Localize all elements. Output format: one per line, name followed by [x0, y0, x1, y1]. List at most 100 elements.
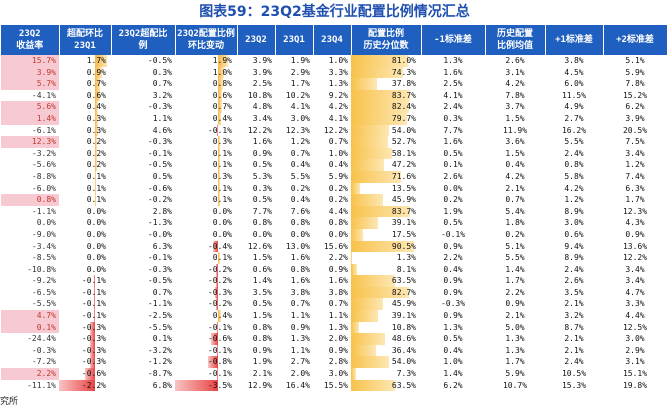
cell-value: 0.3%: [212, 137, 232, 147]
table-cell: 1.1%: [290, 345, 310, 355]
table-cell: 3.4%: [625, 276, 645, 286]
table-cell: 1.7%: [59, 55, 111, 67]
table-cell: 12.3%: [1, 136, 59, 148]
table-cell: 0.3%: [175, 136, 237, 148]
value-bar: [351, 194, 384, 206]
value-bar: [218, 170, 220, 183]
table-cell: 0.9%: [328, 264, 348, 274]
table-row: 5.7% 0.7% 0.7% 0.8% 2.5% 1.7% 1.3% 37.8% 2.5% 4.2…: [1, 78, 667, 90]
table-cell: 82.4%: [351, 101, 421, 113]
cell-value: 0.1%: [86, 171, 106, 181]
table-cell: 15.5%: [323, 380, 348, 390]
table-cell: 3.9%: [625, 113, 645, 123]
table-cell: 3.1%: [625, 357, 645, 367]
table-cell: 2.6%: [564, 276, 584, 286]
cell-value: -0.1%: [207, 125, 232, 135]
table-cell: -0.2%: [175, 298, 237, 311]
table-cell: 0.0%: [175, 206, 237, 218]
value-bar: [218, 55, 229, 67]
table-cell: 2.6%: [505, 56, 525, 65]
table-cell: 0.4%: [175, 310, 237, 322]
cell-value: -2.2%: [81, 380, 106, 390]
value-bar: [351, 368, 357, 380]
table-cell: 0.1%: [175, 159, 237, 171]
column-header: 超配环比23Q1: [59, 25, 112, 55]
cell-value: 17.5%: [391, 229, 416, 239]
value-bar: [95, 55, 108, 67]
table-cell: 12.3%: [622, 206, 648, 216]
value-bar: [218, 252, 220, 264]
table-cell: 7.8%: [505, 90, 525, 100]
table-cell: 10.7%: [502, 380, 528, 390]
value-bar: [59, 379, 96, 392]
table-cell: 7.5%: [625, 137, 645, 147]
table-cell: 1.0%: [328, 56, 348, 65]
table-cell: 0.5%: [252, 160, 272, 170]
value-bar: [95, 101, 99, 113]
value-bar: [351, 55, 408, 67]
table-cell: 1.4%: [252, 276, 272, 286]
table-cell: 3.2%: [564, 311, 584, 321]
table-cell: 7.8%: [625, 79, 645, 89]
table-cell: 0.9%: [252, 345, 272, 355]
value-bar: [90, 356, 96, 369]
value-bar: [218, 310, 221, 322]
table-row: 3.9% 0.9% 0.3% 1.0% 3.9% 2.9% 3.3% 74.3% 1.6% 3.1…: [1, 66, 667, 79]
table-cell: 2.7%: [290, 357, 310, 367]
table-cell: 0.3%: [252, 183, 272, 193]
table-cell: -8.8%: [31, 171, 56, 181]
table-cell: -0.1%: [59, 298, 111, 311]
table-cell: 2.2%: [505, 287, 525, 297]
table-cell: 2.4%: [564, 148, 584, 158]
cell-value: -0.3%: [81, 334, 106, 344]
table-cell: 4.4%: [625, 311, 645, 321]
table-row: -6.5% -0.1% 0.7% -0.3% 3.5% 3.8% 3.8% 82.7% 0.9%…: [1, 286, 667, 299]
table-cell: -1.2%: [147, 357, 172, 367]
value-bar: [85, 368, 96, 380]
value-bar: [93, 275, 96, 287]
cell-value: 0.2%: [86, 137, 106, 147]
column-header: -1标准差: [421, 25, 486, 55]
table-cell: 45.9%: [351, 298, 421, 311]
table-cell: 5.5%: [505, 253, 525, 263]
cell-value: 10.8%: [391, 322, 416, 332]
table-cell: 2.5%: [443, 79, 463, 89]
table-cell: 3.0%: [625, 334, 645, 344]
cell-value: 0.0%: [86, 241, 106, 251]
table-cell: 0.4%: [505, 160, 525, 170]
table-cell: 17.5%: [351, 228, 421, 241]
table-cell: -1.1%: [31, 206, 56, 216]
table-cell: 0.7%: [290, 299, 310, 309]
table-cell: 1.6%: [328, 276, 348, 286]
table-cell: 0.4%: [59, 101, 111, 113]
value-bar: [95, 124, 98, 137]
table-cell: 83.7%: [351, 205, 421, 218]
table-cell: 1.0%: [443, 357, 463, 367]
table-cell: 0.0%: [59, 229, 111, 241]
value-bar: [217, 321, 219, 334]
column-header: 23Q2配置比例 环比变动: [175, 25, 238, 55]
column-header: 历史配置 比例均值: [485, 25, 546, 55]
cell-value: 63.5%: [391, 276, 416, 286]
table-cell: -0.8%: [175, 356, 237, 369]
allocation-table: 23Q2 收益率 超配环比23Q1 23Q2超配比例 23Q2配置比例 环比变动 23Q2 2…: [1, 25, 668, 392]
value-bar: [351, 321, 359, 334]
table-cell: 0.5%: [252, 299, 272, 309]
table-row: 0.0% 0.0% -1.3% 0.0% 0.8% 0.8% 0.8% 39.1% 0.5% 1.…: [1, 217, 667, 229]
table-cell: 0.0%: [175, 229, 237, 241]
value-bar: [218, 112, 221, 125]
table-cell: 0.4%: [290, 160, 310, 170]
table-row: -5.6% 0.2% -0.5% 0.1% 0.5% 0.4% 0.4% 47.2% 0.1% 0…: [1, 159, 667, 171]
table-cell: 3.3%: [328, 67, 348, 77]
table-cell: 2.0%: [328, 334, 348, 344]
table-cell: 3.4%: [625, 264, 645, 274]
table-cell: 0.9%: [443, 241, 463, 251]
table-cell: -0.1%: [175, 321, 237, 334]
cell-value: 0.0%: [86, 206, 106, 216]
value-bar: [210, 333, 219, 345]
value-bar: [90, 321, 96, 334]
table-cell: 6.3%: [152, 241, 172, 251]
table-cell: 5.0%: [505, 322, 525, 332]
value-bar: [351, 228, 364, 241]
cell-value: 1.7%: [86, 56, 106, 65]
